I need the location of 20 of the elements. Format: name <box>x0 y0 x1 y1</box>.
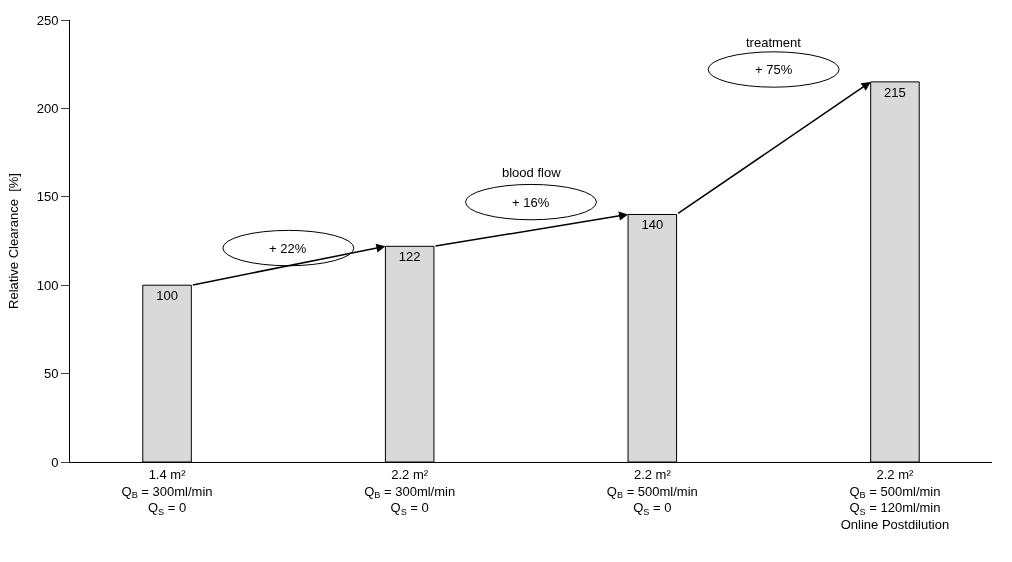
category-label: 2.2 m² Q$_{B}$ = 500ml/min Q$_{S}$ = 120ml/min Online Postdilution <box>840 466 950 533</box>
annotation: + 16% <box>512 195 550 210</box>
y-tick-label: 200 <box>36 100 59 116</box>
data-label: 122 <box>398 249 421 265</box>
y-axis-title: Relative Clearance [%] <box>5 173 21 309</box>
y-tick-label: 250 <box>36 12 59 28</box>
data-label: 140 <box>641 217 664 233</box>
data-label: 100 <box>156 288 178 304</box>
category-label: 2.2 m² Q$_{B}$ = 300ml/min Q$_{S}$ = 0 <box>364 466 456 518</box>
y-tick-label: 50 <box>43 366 59 382</box>
y-tick-label: 0 <box>51 454 59 470</box>
annotation: + 75% <box>755 62 793 77</box>
annotation: + 22% <box>269 241 307 256</box>
category-label: 1.4 m² Q$_{B}$ = 300ml/min Q$_{S}$ = 0 <box>121 466 213 518</box>
y-tick-label: 150 <box>36 189 59 205</box>
category-label: 2.2 m² Q$_{B}$ = 500ml/min Q$_{S}$ = 0 <box>606 466 698 518</box>
data-label: 215 <box>884 84 906 100</box>
y-tick-label: 100 <box>36 277 59 293</box>
annotation: blood flow <box>502 165 562 180</box>
annotation: treatment <box>746 35 802 50</box>
